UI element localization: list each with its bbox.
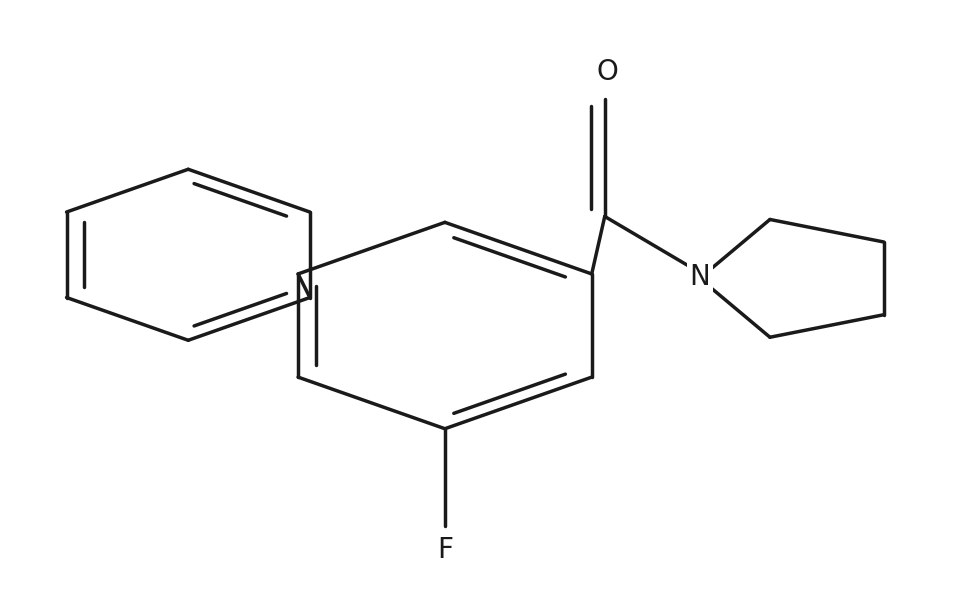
Text: F: F	[437, 536, 453, 563]
Text: O: O	[597, 58, 618, 86]
Text: N: N	[690, 263, 710, 291]
